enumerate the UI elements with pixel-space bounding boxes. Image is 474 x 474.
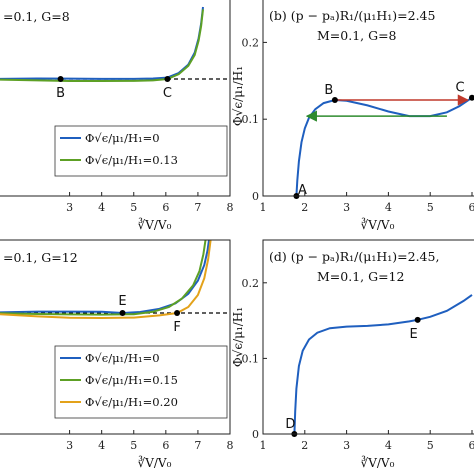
x-axis-label: ∛V/V₀ — [138, 455, 172, 470]
x-tick-label: 8 — [227, 201, 234, 214]
series-line-0 — [295, 96, 473, 196]
point-label-a: A — [298, 183, 307, 198]
x-tick-label: 4 — [385, 201, 392, 214]
legend-box — [54, 345, 228, 419]
legend: Φ√ϵ/μ₁/H₁=0 Φ√ϵ/μ₁/H₁=0.15 Φ√ϵ/μ₁/H₁=0.20 — [54, 345, 228, 419]
x-tick-label: 5 — [427, 439, 434, 452]
point-marker-e — [414, 316, 421, 323]
legend-entry-2: Φ√ϵ/μ₁/H₁=0.20 — [85, 395, 178, 409]
x-axis-label: ∛V/V₀ — [138, 217, 172, 232]
y-tick-label: 0 — [252, 428, 259, 441]
x-tick-label: 4 — [98, 201, 105, 214]
panel-c-overlay: EF3 4 5 6 7 8∛V/V₀Φ√ϵ/μ₁/H₁=0Φ√ϵ/μ₁/H₁=0.15Φ√… — [54, 294, 234, 470]
x-tick-label: 3 — [66, 201, 73, 214]
x-tick-label: 8 — [227, 439, 234, 452]
x-tick-label: 1 — [260, 439, 267, 452]
legend-entry-1: Φ√ϵ/μ₁/H₁=0.15 — [85, 373, 178, 387]
point-label-d: D — [285, 417, 295, 432]
x-tick-label: 5 — [130, 439, 137, 452]
x-tick-label: 5 — [130, 201, 137, 214]
x-tick-label: 2 — [301, 201, 308, 214]
x-tick-label: 1 — [260, 201, 267, 214]
point-marker-b — [57, 76, 64, 82]
point-marker-b — [331, 97, 338, 103]
x-tick-label: 3 — [66, 439, 73, 452]
series-line-1 — [0, 240, 207, 316]
panel-b-title: (b) (p − pₐ)R₁/(μ₁H₁)=2.45 — [269, 8, 435, 23]
panel-a-frame — [0, 0, 231, 197]
point-label-e: E — [118, 294, 126, 309]
x-tick-label: 3 — [343, 439, 350, 452]
legend-box — [54, 125, 228, 177]
panel-c-curves — [0, 240, 230, 320]
panel-c-frame — [0, 239, 231, 435]
panel-b: A B C 1 2 3 4 5 6 0 0.1 0.2 ∛V/V₀ (b) (p − pₐ)R₁/(μ₁… — [231, 0, 474, 232]
panel-d: D E 1 2 3 4 5 6 0 0.1 0.2 ∛V/V₀ (d) (p − pₐ)R₁/(μ₁H… — [231, 239, 474, 470]
y-tick-label: 0.1 — [242, 113, 260, 126]
legend-entry-1: Φ√ϵ/μ₁/H₁=0.13 — [85, 153, 178, 167]
point-label-b: B — [324, 83, 333, 98]
x-tick-label: 6 — [162, 201, 169, 214]
y-tick-label: 0.1 — [242, 352, 260, 365]
series-line-0 — [293, 294, 473, 434]
panel-c: EF3 4 5 6 7 8∛V/V₀Φ√ϵ/μ₁/H₁=0Φ√ϵ/μ₁/H₁=0.15Φ√… — [0, 239, 234, 470]
x-tick-label: 2 — [301, 439, 308, 452]
x-tick-label: 4 — [98, 439, 105, 452]
panel-b-curves — [295, 94, 473, 196]
point-marker-c — [469, 94, 474, 101]
x-axis-label: ∛V/V₀ — [361, 455, 395, 470]
point-label-f: F — [173, 320, 180, 335]
point-marker-c — [164, 76, 171, 82]
panel-b-subtitle: M=0.1, G=8 — [317, 28, 397, 43]
point-marker-e — [119, 310, 126, 316]
legend: Φ√ϵ/μ₁/H₁=0 Φ√ϵ/μ₁/H₁=0.13 — [54, 125, 228, 177]
y-tick-label: 0.2 — [242, 277, 260, 290]
panel-d-title: (d) (p − pₐ)R₁/(μ₁H₁)=2.45, — [269, 249, 439, 264]
panel-b-frame — [262, 0, 474, 197]
panel-d-ylabel: Φ√ϵ/μ₁/H₁ — [231, 307, 245, 367]
panel-b-overlay: A B C 1 2 3 4 5 6 0 0.1 0.2 ∛V/V₀ — [242, 36, 474, 232]
panel-b-ylabel: Φ√ϵ/μ₁/H₁ — [231, 66, 245, 126]
panel-a: B C 3 4 5 6 7 8 ∛V/V₀ Φ√ϵ/μ₁/H₁=0 Φ√ϵ/μ₁/H₁=0.13 =… — [0, 0, 234, 232]
x-tick-label: 6 — [162, 439, 169, 452]
point-marker-f — [174, 310, 181, 316]
panel-a-overlay: B C 3 4 5 6 7 8 ∛V/V₀ Φ√ϵ/μ₁/H₁=0 Φ√ϵ/μ₁/H₁=0.13 — [54, 76, 234, 232]
x-tick-label: 5 — [427, 201, 434, 214]
x-tick-label: 6 — [469, 439, 474, 452]
legend-entry-0: Φ√ϵ/μ₁/H₁=0 — [85, 351, 160, 365]
x-tick-label: 7 — [194, 439, 201, 452]
y-tick-label: 0 — [252, 190, 259, 203]
panel-d-curves — [293, 294, 473, 434]
x-tick-label: 3 — [343, 201, 350, 214]
point-label-c: C — [163, 86, 172, 101]
x-tick-label: 4 — [385, 439, 392, 452]
y-tick-label: 0.2 — [242, 36, 260, 49]
panel-a-annotation: =0.1, G=8 — [3, 9, 70, 24]
panel-c-annotation: =0.1, G=12 — [3, 250, 78, 265]
series-line-2 — [0, 240, 212, 320]
point-label-e: E — [410, 327, 418, 342]
panel-d-overlay: D E 1 2 3 4 5 6 0 0.1 0.2 ∛V/V₀ — [242, 277, 474, 470]
legend-entry-0: Φ√ϵ/μ₁/H₁=0 — [85, 131, 160, 145]
x-tick-label: 7 — [194, 201, 201, 214]
series-line-0 — [0, 240, 210, 315]
panel-d-frame — [262, 239, 474, 435]
panel-d-subtitle: M=0.1, G=12 — [317, 269, 404, 284]
x-axis-label: ∛V/V₀ — [361, 217, 395, 232]
point-label-b: B — [56, 86, 65, 101]
point-label-c: C — [455, 81, 464, 96]
x-tick-label: 6 — [469, 201, 474, 214]
